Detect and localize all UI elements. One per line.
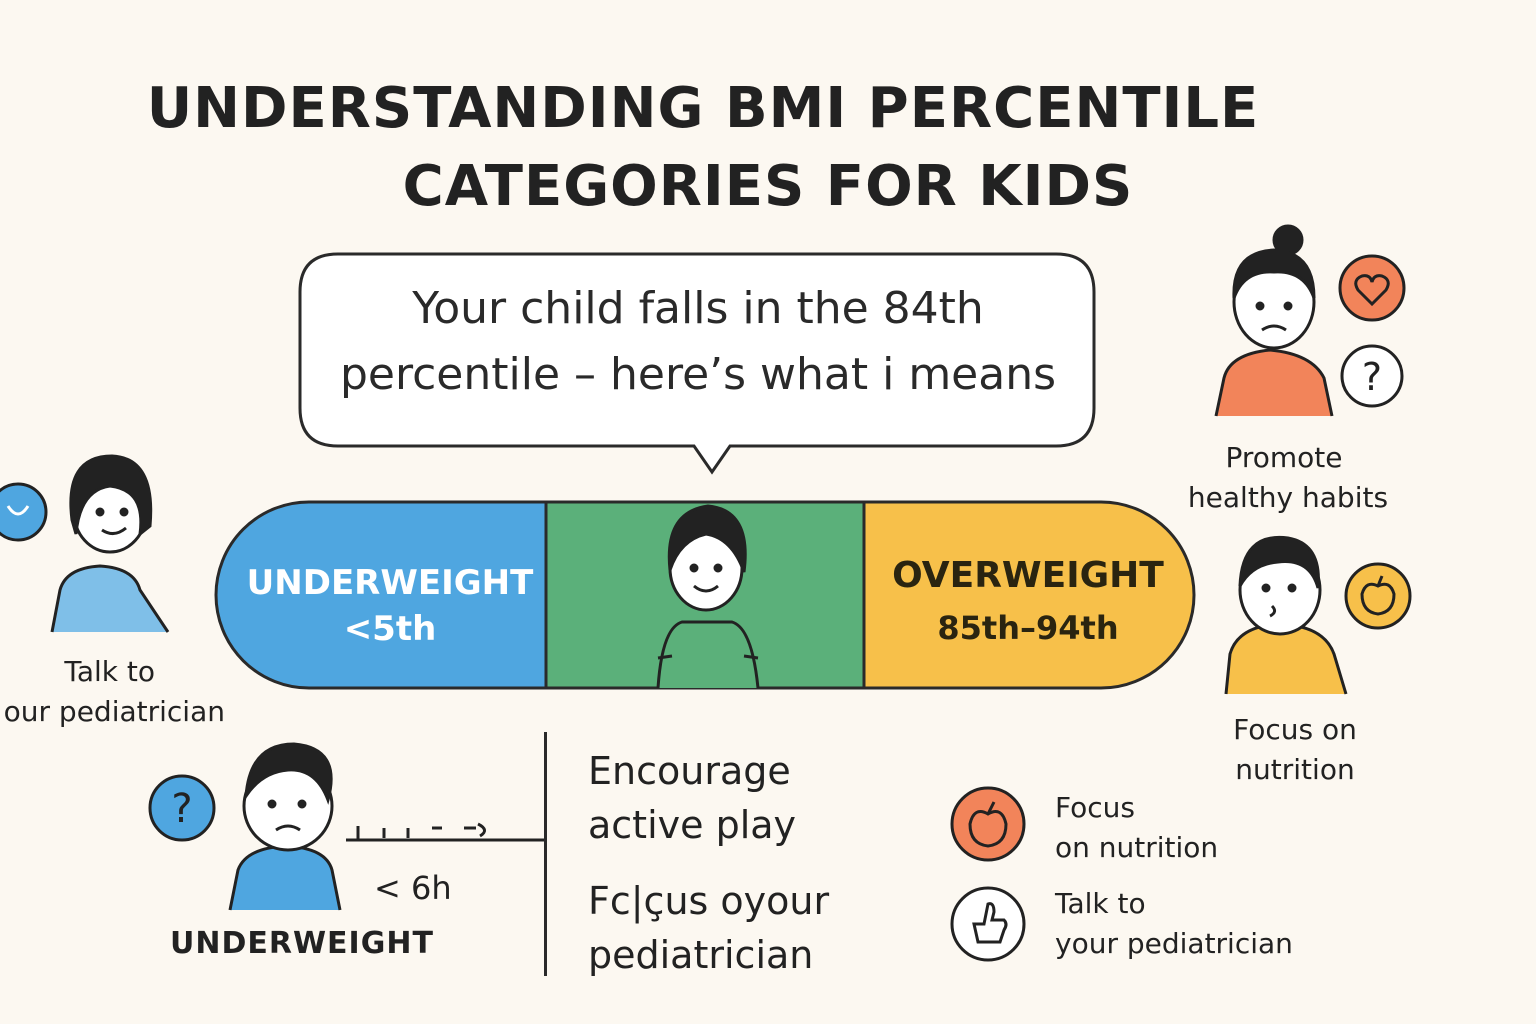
speech-bubble-text: Your child falls in the 84th percentile … [300, 276, 1096, 408]
right-top-child-figure: ? [1214, 224, 1406, 417]
left-caption-line-1: Talk to [64, 655, 155, 688]
underweight-label: UNDERWEIGHT <5th [240, 560, 540, 652]
question-icon [1340, 344, 1404, 408]
encourage-line-2: active play [588, 803, 797, 847]
page-title: UNDERSTANDING BMI PERCENTILE CATEGORIES … [0, 70, 1536, 226]
bottom-right-item-1-line-1: Focus [1055, 791, 1135, 824]
bottom-right-icons [950, 786, 1026, 962]
focus-pediatrician-text: Fc|çus oyour pediatrician [588, 874, 829, 982]
left-child-figure [0, 454, 170, 633]
title-line-1: UNDERSTANDING BMI PERCENTILE [146, 76, 1260, 141]
overweight-segment [864, 502, 1194, 688]
bottom-right-item-1-line-2: on nutrition [1055, 831, 1219, 864]
overweight-range: 85th–94th [937, 609, 1119, 647]
bubble-line-2: percentile – here’s what i means [339, 349, 1057, 400]
thumbs-up-icon [950, 886, 1026, 962]
overweight-label: OVERWEIGHT 85th–94th [868, 550, 1188, 654]
underweight-name: UNDERWEIGHT [246, 563, 534, 603]
right-mid-child-figure [1224, 535, 1412, 695]
healthy-child-figure [656, 504, 760, 689]
underweight-segment [216, 502, 546, 688]
svg-text:?: ? [171, 786, 192, 832]
right-mid-caption-line-2: nutrition [1235, 753, 1355, 786]
apple-icon [950, 786, 1026, 862]
bottom-right-item-1: Focus on nutrition [1055, 788, 1218, 868]
bottom-right-item-2-line-2: your pediatrician [1055, 927, 1293, 960]
bottom-underweight-label: UNDERWEIGHT [170, 926, 434, 961]
left-caption: Talk to our pediatrician [0, 652, 225, 732]
speech-bubble [298, 252, 1096, 475]
divider [544, 732, 547, 976]
right-mid-caption-line-1: Focus on [1233, 713, 1357, 746]
bubble-line-1: Your child falls in the 84th [412, 283, 984, 334]
right-top-caption-line-2: healthy habits [1187, 481, 1389, 514]
heart-icon [1338, 254, 1406, 322]
bottom-right-item-2: Talk to your pediatrician [1055, 884, 1293, 964]
encourage-line-1: Encourage [588, 749, 791, 793]
encourage-active-play-text: Encourage active play [588, 744, 796, 852]
right-top-caption-line-1: Promote [1225, 441, 1343, 474]
left-caption-line-2: our pediatrician [3, 695, 225, 728]
bottom-underweight-figure: ? [148, 742, 544, 911]
underweight-range: <5th [343, 609, 437, 649]
focus-line-1: Fc|çus oyour [588, 879, 830, 923]
bmi-category-bar [214, 500, 1196, 690]
question-icon [148, 774, 216, 842]
svg-text:?: ? [1362, 355, 1382, 399]
focus-line-2: pediatrician [588, 933, 814, 977]
bottom-right-item-2-line-1: Talk to [1055, 887, 1146, 920]
overweight-name: OVERWEIGHT [892, 555, 1164, 596]
scale-text: < 6h [374, 869, 452, 907]
apple-icon [1344, 562, 1412, 630]
right-mid-caption: Focus on nutrition [1190, 710, 1400, 790]
title-line-2: CATEGORIES FOR KIDS [402, 154, 1134, 219]
right-top-caption: Promote healthy habits [1170, 438, 1406, 518]
